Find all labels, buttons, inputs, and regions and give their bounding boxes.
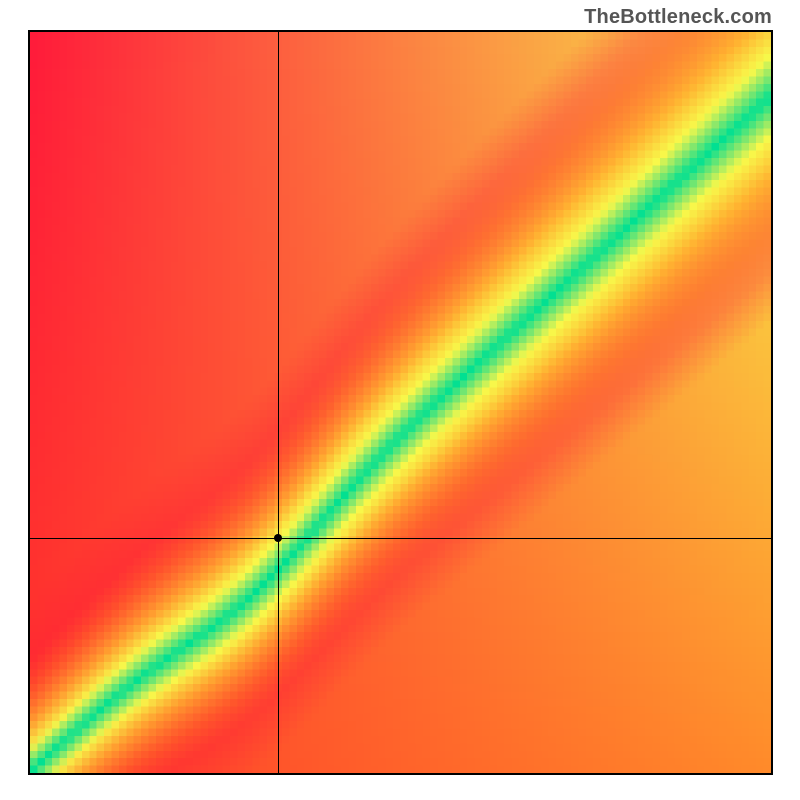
bottleneck-heatmap — [28, 30, 773, 775]
heatmap-canvas — [30, 32, 771, 773]
crosshair-horizontal — [30, 538, 771, 539]
crosshair-vertical — [278, 32, 279, 773]
crosshair-point — [274, 534, 282, 542]
watermark-text: TheBottleneck.com — [584, 6, 772, 29]
